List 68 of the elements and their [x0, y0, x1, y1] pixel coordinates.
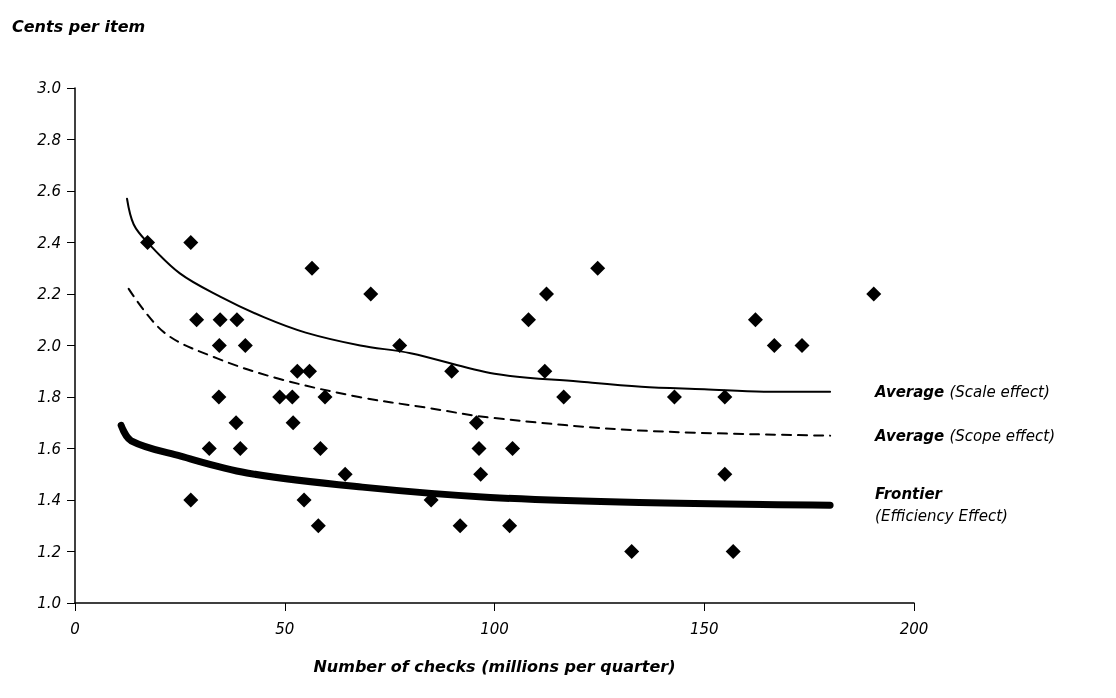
point: [717, 466, 733, 482]
y-tick-label: 2.8: [37, 130, 61, 149]
point: [590, 260, 606, 276]
point: [468, 415, 484, 431]
point: [211, 338, 227, 353]
point: [725, 544, 741, 559]
point: [539, 286, 555, 302]
point: [189, 312, 205, 328]
y-tick-label: 2.0: [37, 336, 61, 355]
point: [232, 441, 248, 456]
y-tick-label: 1.8: [37, 388, 61, 406]
point: [473, 466, 489, 482]
y-tick-label: 2.2: [37, 285, 61, 303]
point: [289, 363, 305, 379]
point: [444, 363, 460, 379]
point: [505, 441, 521, 456]
point: [212, 312, 228, 328]
point: [392, 338, 408, 353]
point: [284, 389, 300, 405]
y-tick-label: 2.4: [37, 233, 61, 252]
point: [312, 441, 328, 456]
y-axis-title: Cents per item: [12, 16, 146, 36]
point: [201, 441, 217, 456]
point: [717, 389, 733, 405]
y-tick-label: 3.0: [37, 79, 61, 97]
point: [502, 518, 518, 534]
point: [766, 338, 782, 353]
point: [183, 235, 199, 250]
y-tick-label: 1.4: [37, 491, 61, 509]
point: [866, 286, 882, 302]
x-tick-label: 50: [275, 619, 295, 638]
text: Average (Scale effect): [874, 382, 1050, 401]
line-series: [127, 287, 832, 437]
point: [537, 363, 553, 379]
point: [296, 492, 312, 508]
text: Frontier (Efficiency Effect): [875, 485, 1008, 526]
x-tick-label: 150: [689, 619, 719, 638]
point: [747, 312, 763, 328]
point: [317, 389, 333, 405]
point: [520, 312, 536, 328]
y-tick-label: 1.6: [37, 439, 61, 458]
point: [285, 415, 301, 431]
point: [556, 389, 572, 405]
point: [211, 389, 227, 405]
point: [183, 492, 199, 508]
text: Average (Scope effect): [874, 426, 1056, 445]
point: [452, 518, 468, 534]
point: [624, 544, 640, 559]
point: [228, 415, 244, 431]
point: [304, 260, 320, 276]
point: [237, 338, 253, 353]
point: [229, 312, 245, 328]
point: [310, 518, 326, 534]
point: [140, 235, 156, 250]
y-tick-label: 2.6: [37, 182, 61, 200]
point: [272, 389, 288, 405]
point: [337, 466, 353, 482]
y-tick-label: 1.2: [37, 542, 61, 561]
x-tick-label: 0: [70, 619, 80, 638]
x-axis-title: Number of checks (millions per quarter): [313, 656, 676, 676]
point: [666, 389, 682, 405]
x-tick-label: 200: [899, 619, 929, 638]
x-tick-label: 100: [480, 619, 509, 638]
point: [363, 286, 379, 302]
point: [471, 441, 487, 456]
point: [302, 363, 317, 379]
y-tick-label: 1.0: [37, 594, 61, 612]
point: [794, 338, 810, 353]
